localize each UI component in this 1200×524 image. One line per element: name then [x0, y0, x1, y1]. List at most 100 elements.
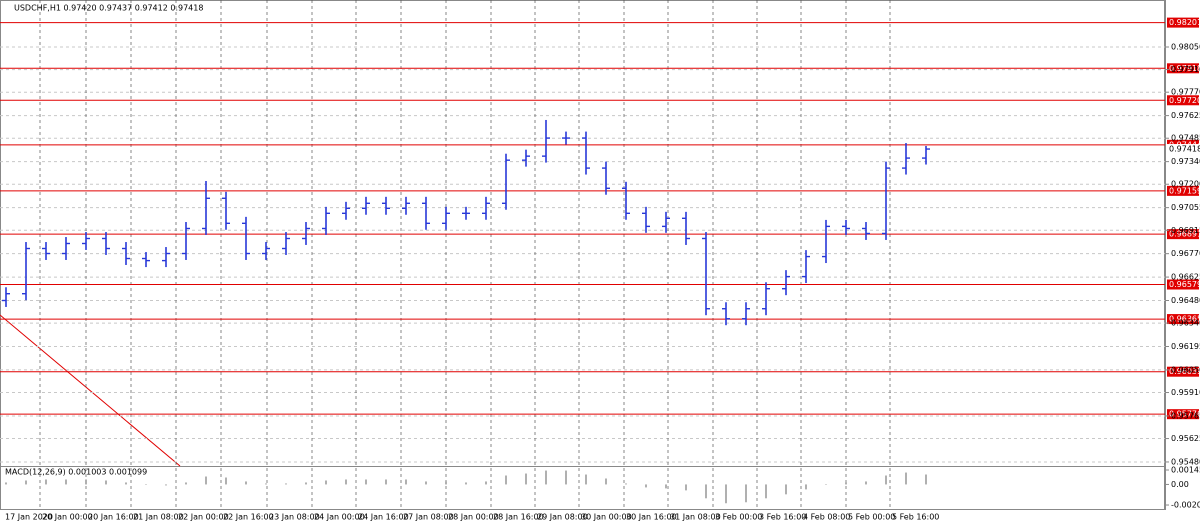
level-label: 0.96039: [1169, 367, 1200, 376]
macd-bar: [545, 470, 547, 485]
level-tag: [1167, 17, 1199, 28]
level-label: 0.96891: [1169, 230, 1200, 239]
macd-tick-label: 0.00: [1171, 480, 1189, 489]
macd-bar: [805, 484, 807, 490]
macd-panel: 0.001458 0.00 -0.002078: [5, 465, 1200, 510]
macd-bar: [165, 484, 167, 486]
macd-bar: [45, 479, 47, 485]
macd-bar: [325, 480, 327, 485]
indicator-title: MACD(12,26,9) 0.001003 0.001099: [5, 468, 147, 477]
level-tag: [1167, 185, 1199, 196]
last-price-label: 0.97418: [1169, 145, 1200, 154]
x-tick-label: 29 Jan 08:00: [537, 513, 588, 522]
level-label: 0.97159: [1169, 186, 1200, 195]
y-tick-label: 0.96625: [1171, 273, 1200, 282]
level-label: 0.98201: [1169, 18, 1200, 27]
x-tick-label: 22 Jan 16:00: [223, 513, 274, 522]
macd-bar: [445, 481, 447, 485]
macd-bar: [685, 484, 687, 491]
macd-bar: [585, 474, 587, 485]
x-tick-label: 17 Jan 2020: [5, 513, 53, 522]
level-label: 0.97918: [1169, 64, 1200, 73]
macd-bar: [145, 484, 147, 485]
price-bars: [2, 119, 930, 326]
chart-frame: [0, 0, 1165, 510]
y-tick-label: 0.95765: [1171, 411, 1200, 420]
macd-bar: [25, 480, 27, 485]
level-tag: [1167, 229, 1199, 240]
x-tick-label: 5 Feb 16:00: [892, 513, 939, 522]
macd-bar: [85, 479, 87, 485]
level-label: 0.95776: [1169, 410, 1200, 419]
x-tick-label: 24 Jan 16:00: [358, 513, 409, 522]
x-tick-label: 24 Jan 00:00: [314, 513, 365, 522]
grid: [0, 0, 1165, 510]
level-tag: [1167, 366, 1199, 377]
y-tick-label: 0.95625: [1171, 434, 1200, 443]
x-tick-label: 4 Feb 08:00: [803, 513, 850, 522]
macd-bar: [465, 482, 467, 485]
level-label: 0.96579: [1169, 280, 1200, 289]
macd-bar: [265, 483, 267, 485]
x-tick-label: 28 Jan 16:00: [493, 513, 544, 522]
macd-bar: [705, 484, 707, 499]
level-tag: [1167, 314, 1199, 325]
macd-bar: [905, 472, 907, 485]
macd-bar: [5, 482, 7, 485]
macd-bar: [825, 484, 827, 485]
x-tick-label: 31 Jan 08:00: [670, 513, 721, 522]
macd-bar: [125, 482, 127, 485]
macd-bar: [765, 484, 767, 499]
macd-bar: [485, 481, 487, 485]
macd-bar: [665, 484, 667, 489]
x-tick-label: 5 Feb 00:00: [848, 513, 895, 522]
macd-bar: [385, 479, 387, 485]
y-tick-label: 0.96915: [1171, 226, 1200, 235]
macd-bar: [305, 482, 307, 485]
levels: 0.982010.979180.977200.974440.971590.968…: [0, 17, 1200, 420]
level-label: 0.97720: [1169, 96, 1200, 105]
x-tick-label: 30 Jan 00:00: [581, 513, 632, 522]
macd-tick-label: -0.002078: [1171, 501, 1200, 510]
macd-tick-label: 0.001458: [1171, 465, 1200, 474]
macd-bar: [625, 483, 627, 485]
x-tick-label: 3 Feb 16:00: [759, 513, 806, 522]
level-tag: [1167, 409, 1199, 420]
macd-bar: [925, 474, 927, 485]
y-tick-label: 0.96195: [1171, 342, 1200, 351]
x-tick-label: 20 Jan 00:00: [42, 513, 93, 522]
last-price-tag: [1167, 144, 1199, 155]
macd-bar: [285, 483, 287, 485]
chart-header: USDCHF,H1 0.97420 0.97437 0.97412 0.9741…: [14, 4, 203, 13]
y-tick-label: 0.97055: [1171, 203, 1200, 212]
macd-bar: [645, 484, 647, 488]
trend-line: [0, 314, 181, 467]
macd-bar: [525, 473, 527, 485]
macd-bar: [345, 479, 347, 485]
y-tick-label: 0.97485: [1171, 134, 1200, 143]
x-tick-label: 23 Jan 08:00: [269, 513, 320, 522]
x-tick-label: 21 Jan 08:00: [133, 513, 184, 522]
x-tick-label: 22 Jan 00:00: [178, 513, 229, 522]
macd-bar: [845, 482, 847, 485]
x-tick-label: 30 Jan 16:00: [626, 513, 677, 522]
macd-bar: [725, 484, 727, 504]
x-tick-label: 27 Jan 08:00: [403, 513, 454, 522]
x-tick-label: 28 Jan 00:00: [448, 513, 499, 522]
macd-bar: [205, 476, 207, 485]
macd-bar: [185, 482, 187, 485]
macd-bar: [405, 479, 407, 485]
macd-bar: [245, 481, 247, 485]
